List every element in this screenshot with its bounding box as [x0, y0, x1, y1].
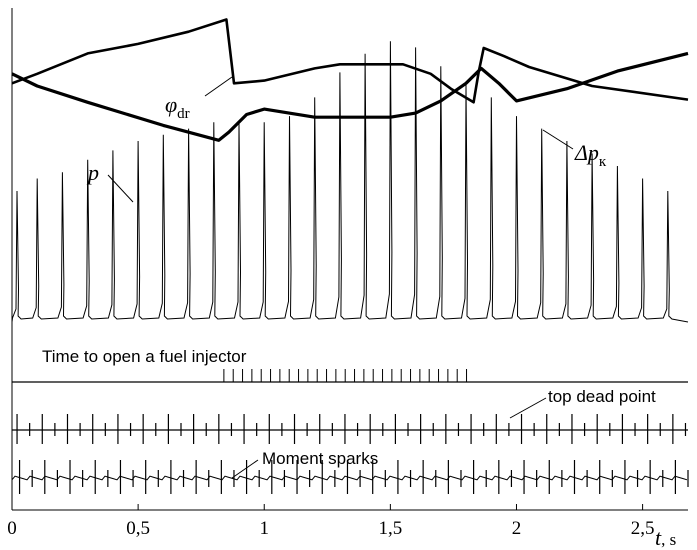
x-tick-label: 2 — [512, 518, 522, 539]
x-tick-label: 0 — [7, 518, 17, 539]
x-tick-label: 1 — [259, 518, 269, 539]
leader-dp-k — [542, 129, 574, 150]
x-tick-label: 2,5 — [631, 518, 655, 539]
x-axis-label: t, s — [655, 525, 676, 550]
series-p-line — [11, 41, 689, 323]
leader-top-dead-point — [509, 397, 547, 419]
moment-sparks-trace — [11, 475, 688, 482]
x-tick-label: 0,5 — [126, 518, 150, 539]
trace-layer — [11, 18, 689, 494]
series-dp-k-line — [11, 51, 689, 142]
moment-sparks-label: Moment sparks — [262, 449, 378, 468]
series-phi-dr-line — [11, 18, 689, 104]
label-phi-dr: φdr — [165, 92, 190, 122]
leader-phi-dr — [204, 76, 233, 97]
x-tick-layer: 0 0,5 1 1,5 2 2,5 — [7, 504, 654, 539]
x-tick-label: 1,5 — [378, 518, 402, 539]
fuel-injector-label: Time to open a fuel injector — [42, 347, 247, 366]
leader-p — [107, 174, 134, 203]
top-dead-point-label: top dead point — [548, 387, 656, 406]
label-p: p — [86, 160, 99, 185]
label-dp-k: Δpк — [574, 140, 607, 170]
leader-moment-sparks — [231, 459, 259, 479]
